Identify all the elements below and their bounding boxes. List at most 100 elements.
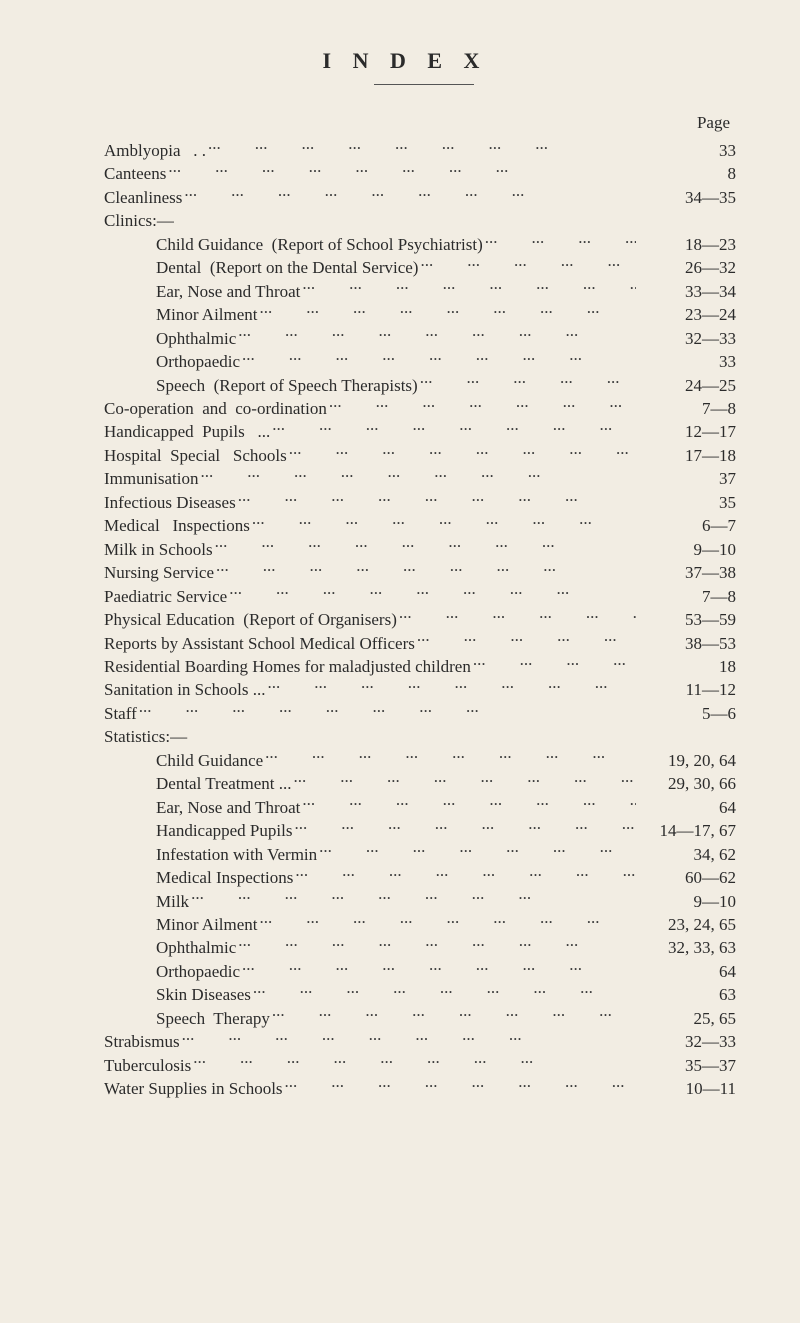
index-label: Tuberculosis — [104, 1054, 191, 1077]
index-row: Sanitation in Schools ...11—12 — [104, 678, 736, 701]
index-label: Milk in Schools — [104, 538, 213, 561]
index-row: Physical Education (Report of Organisers… — [104, 608, 736, 631]
index-row: Minor Ailment 23—24 — [104, 303, 736, 326]
index-label: Dental Treatment ... — [104, 772, 292, 795]
index-page-number: 14—17, 67 — [638, 819, 736, 842]
leader-dots — [191, 890, 636, 907]
index-row: Clinics:— — [104, 209, 736, 232]
leader-dots — [295, 866, 636, 883]
index-label: Residential Boarding Homes for maladjust… — [104, 655, 471, 678]
index-row: Canteens8 — [104, 162, 736, 185]
title-rule — [374, 84, 474, 85]
leader-dots — [302, 280, 636, 297]
index-row: Milk in Schools 9—10 — [104, 538, 736, 561]
leader-dots — [242, 350, 636, 367]
leader-dots — [319, 843, 636, 860]
index-row: Handicapped Pupils 14—17, 67 — [104, 819, 736, 842]
index-page-number: 34—35 — [638, 186, 736, 209]
leader-dots — [182, 1030, 636, 1047]
index-label: Medical Inspections — [104, 514, 250, 537]
index-row: Child Guidance (Report of School Psychia… — [104, 233, 736, 256]
leader-dots — [208, 139, 636, 156]
index-row: Tuberculosis 35—37 — [104, 1054, 736, 1077]
index-page-number: 5—6 — [638, 702, 736, 725]
index-row: Cleanliness 34—35 — [104, 186, 736, 209]
index-row: Dental (Report on the Dental Service) 26—… — [104, 256, 736, 279]
index-row: Amblyopia . .33 — [104, 139, 736, 162]
leader-dots — [184, 186, 636, 203]
leader-dots — [420, 256, 636, 273]
index-page-number: 33 — [638, 350, 736, 373]
index-row: Hospital Special Schools17—18 — [104, 444, 736, 467]
index-page-number: 29, 30, 66 — [638, 772, 736, 795]
index-label: Amblyopia . . — [104, 139, 206, 162]
index-label: Orthopaedic — [104, 350, 240, 373]
index-row: Ophthalmic32, 33, 63 — [104, 936, 736, 959]
leader-dots — [260, 303, 636, 320]
index-label: Milk — [104, 890, 189, 913]
index-label: Infestation with Vermin — [104, 843, 317, 866]
index-page-number: 7—8 — [638, 585, 736, 608]
leader-dots — [242, 960, 636, 977]
index-label: Physical Education (Report of Organisers… — [104, 608, 397, 631]
leader-dots — [238, 936, 636, 953]
index-label: Ophthalmic — [104, 936, 236, 959]
index-label: Clinics:— — [104, 209, 174, 232]
index-label: Ear, Nose and Throat — [104, 280, 300, 303]
index-label: Sanitation in Schools ... — [104, 678, 266, 701]
index-page-number: 53—59 — [638, 608, 736, 631]
index-label: Cleanliness — [104, 186, 182, 209]
index-page-number: 23—24 — [638, 303, 736, 326]
index-label: Dental (Report on the Dental Service) — [104, 256, 418, 279]
leader-dots — [417, 632, 636, 649]
index-label: Reports by Assistant School Medical Offi… — [104, 632, 415, 655]
index-page-number: 9—10 — [638, 890, 736, 913]
index-row: Paediatric Service7—8 — [104, 585, 736, 608]
index-page: I N D E X Page Amblyopia . .33Canteens8C… — [0, 0, 800, 1141]
page-column-label: Page — [104, 113, 736, 133]
leader-dots — [200, 467, 636, 484]
leader-dots — [272, 1007, 636, 1024]
index-page-number: 37—38 — [638, 561, 736, 584]
index-label: Minor Ailment — [104, 303, 258, 326]
index-row: Handicapped Pupils ... 12—17 — [104, 420, 736, 443]
index-label: Handicapped Pupils — [104, 819, 292, 842]
index-page-number: 9—10 — [638, 538, 736, 561]
index-row: Orthopaedic64 — [104, 960, 736, 983]
leader-dots — [229, 585, 636, 602]
index-row: Ophthalmic32—33 — [104, 327, 736, 350]
index-page-number: 26—32 — [638, 256, 736, 279]
index-page-number: 18 — [638, 655, 736, 678]
index-label: Handicapped Pupils ... — [104, 420, 270, 443]
index-page-number: 12—17 — [638, 420, 736, 443]
leader-dots — [420, 374, 636, 391]
leader-dots — [139, 702, 636, 719]
index-page-number: 24—25 — [638, 374, 736, 397]
index-row: Medical Inspections60—62 — [104, 866, 736, 889]
index-label: Minor Ailment — [104, 913, 258, 936]
index-label: Speech Therapy — [104, 1007, 270, 1030]
index-label: Water Supplies in Schools — [104, 1077, 283, 1100]
leader-dots — [253, 983, 636, 1000]
leader-dots — [215, 538, 636, 555]
index-page-number: 37 — [638, 467, 736, 490]
index-page-number: 32—33 — [638, 327, 736, 350]
leader-dots — [329, 397, 636, 414]
index-label: Speech (Report of Speech Therapists) — [104, 374, 418, 397]
index-page-number: 64 — [638, 796, 736, 819]
leader-dots — [216, 561, 636, 578]
index-page-number: 34, 62 — [638, 843, 736, 866]
index-entries: Amblyopia . .33Canteens8Cleanliness34—35… — [104, 139, 736, 1101]
index-row: Speech (Report of Speech Therapists) 24—2… — [104, 374, 736, 397]
leader-dots — [260, 913, 636, 930]
index-page-number: 23, 24, 65 — [638, 913, 736, 936]
leader-dots — [285, 1077, 636, 1094]
index-page-number: 35—37 — [638, 1054, 736, 1077]
index-label: Co-operation and co-ordination — [104, 397, 327, 420]
index-row: Residential Boarding Homes for maladjust… — [104, 655, 736, 678]
leader-dots — [289, 444, 636, 461]
index-page-number: 60—62 — [638, 866, 736, 889]
leader-dots — [294, 772, 636, 789]
index-label: Strabismus — [104, 1030, 180, 1053]
index-label: Immunisation — [104, 467, 198, 490]
